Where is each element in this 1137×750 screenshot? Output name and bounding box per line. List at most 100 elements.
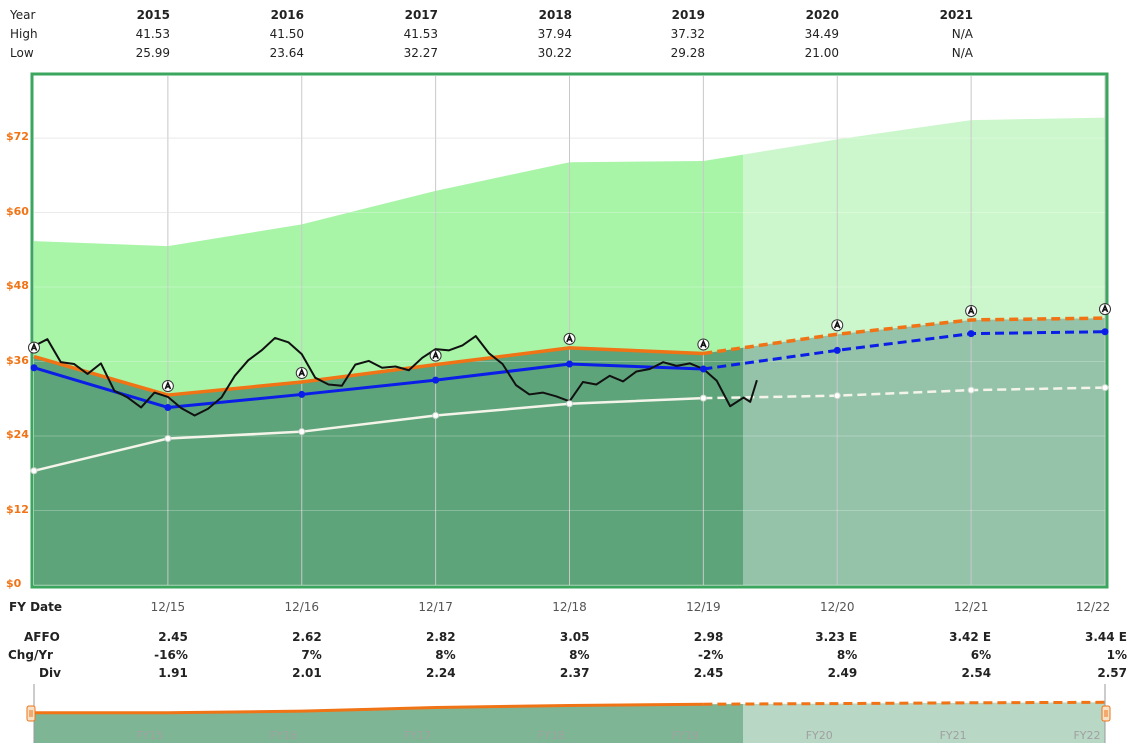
orange-marker bbox=[161, 380, 174, 393]
high-value: N/A bbox=[951, 27, 973, 41]
div-value: 2.24 bbox=[426, 666, 456, 680]
orange-marker bbox=[295, 367, 308, 380]
blue-point bbox=[967, 330, 975, 338]
mini-line bbox=[34, 702, 704, 715]
high-value: 37.94 bbox=[537, 27, 572, 41]
div-value: 2.54 bbox=[961, 666, 992, 680]
year-2018: 2018 bbox=[538, 8, 572, 22]
year-2016: 2016 bbox=[270, 8, 304, 22]
mini-label: FY18 bbox=[538, 729, 565, 742]
affo-value: 2.62 bbox=[292, 630, 322, 644]
blue-point bbox=[30, 364, 38, 372]
low-value: 29.28 bbox=[670, 46, 705, 60]
chg-value: -16% bbox=[154, 648, 188, 662]
fy-date-label: FY Date bbox=[9, 600, 62, 614]
affo-label: AFFO bbox=[24, 630, 60, 644]
mini-label: FY20 bbox=[806, 729, 833, 742]
year-2020: 2020 bbox=[805, 8, 839, 22]
low-value: 25.99 bbox=[135, 46, 170, 60]
orange-marker bbox=[28, 341, 40, 354]
orange-marker bbox=[831, 319, 844, 332]
orange-marker bbox=[563, 332, 576, 345]
chg-value: 8% bbox=[435, 648, 456, 662]
x-tick-label: 12/19 bbox=[686, 600, 721, 614]
y-tick-label: $36 bbox=[6, 353, 29, 367]
high-label: High bbox=[10, 27, 38, 41]
y-tick-label: $24 bbox=[6, 428, 29, 442]
mini-label: FY21 bbox=[940, 729, 967, 742]
year-label: Year bbox=[10, 8, 36, 22]
div-value: 2.57 bbox=[1097, 666, 1127, 680]
dividend-point bbox=[298, 428, 306, 436]
affo-value: 3.05 bbox=[559, 630, 590, 644]
year-2017: 2017 bbox=[404, 8, 438, 22]
y-tick-label: $0 bbox=[6, 577, 22, 590]
year-2021: 2021 bbox=[939, 8, 973, 22]
mini-label: FY17 bbox=[404, 729, 431, 742]
orange-marker bbox=[429, 349, 442, 362]
blue-point bbox=[432, 376, 440, 384]
affo-value: 2.82 bbox=[426, 630, 456, 644]
affo-value: 3.42 E bbox=[949, 630, 992, 644]
chg-label: Chg/Yr bbox=[8, 648, 53, 662]
high-value: 34.49 bbox=[804, 27, 839, 41]
dividend-point bbox=[164, 435, 172, 443]
dividend-line-estimate bbox=[703, 386, 1106, 400]
mini-forecast-shade bbox=[743, 680, 1105, 743]
blue-point bbox=[699, 365, 707, 373]
x-tick-label: 12/17 bbox=[418, 600, 453, 614]
div-label: Div bbox=[39, 666, 61, 680]
x-tick-label: 12/18 bbox=[552, 600, 587, 614]
affo-value: 2.45 bbox=[158, 630, 188, 644]
navigator-left-handle[interactable] bbox=[26, 705, 36, 722]
navigator-right-handle[interactable] bbox=[1101, 705, 1111, 722]
chg-value: 1% bbox=[1106, 648, 1127, 662]
blue-point bbox=[298, 390, 306, 398]
dividend-point bbox=[566, 400, 573, 408]
year-2015: 2015 bbox=[136, 8, 170, 22]
chg-value: 6% bbox=[970, 648, 992, 662]
chg-value: 7% bbox=[301, 648, 322, 662]
mini-label: FY19 bbox=[672, 729, 699, 742]
blue-point bbox=[1101, 328, 1109, 336]
y-tick-label: $12 bbox=[6, 502, 29, 516]
dividend-line bbox=[33, 396, 704, 473]
y-tick-label: $72 bbox=[6, 130, 29, 144]
dividend-point bbox=[1101, 384, 1109, 392]
x-tick-label: 12/20 bbox=[819, 600, 855, 614]
price-line bbox=[33, 335, 758, 417]
mini-label: FY15 bbox=[136, 729, 163, 742]
affo-value: 3.23 E bbox=[815, 630, 858, 644]
x-tick-label: 12/21 bbox=[953, 600, 989, 614]
chg-value: 8% bbox=[569, 648, 590, 662]
low-value: 23.64 bbox=[269, 46, 304, 60]
orange-line-estimate bbox=[703, 316, 1106, 356]
orange-marker bbox=[1099, 303, 1111, 316]
div-value: 1.91 bbox=[158, 666, 188, 680]
orange-marker bbox=[697, 338, 710, 351]
blue-line-estimate bbox=[703, 330, 1106, 371]
mini-line-estimate bbox=[703, 700, 1106, 706]
blue-point bbox=[566, 360, 573, 368]
y-tick-label: $60 bbox=[6, 204, 29, 218]
y-tick-label: $48 bbox=[6, 279, 29, 293]
blue-point bbox=[833, 346, 841, 354]
x-tick-label: 12/15 bbox=[150, 600, 186, 614]
low-value: 21.00 bbox=[804, 46, 839, 60]
affo-value: 3.44 E bbox=[1085, 630, 1127, 644]
orange-marker bbox=[965, 304, 978, 317]
dividend-point bbox=[30, 467, 38, 475]
dividend-point bbox=[432, 412, 440, 420]
value-forecast-area bbox=[743, 318, 1105, 585]
x-tick-label: 12/16 bbox=[284, 600, 320, 614]
year-2019: 2019 bbox=[671, 8, 705, 22]
dividend-point bbox=[699, 394, 707, 402]
blue-point bbox=[164, 403, 172, 411]
low-label: Low bbox=[10, 46, 34, 60]
high-value: 37.32 bbox=[670, 27, 705, 41]
orange-line bbox=[33, 346, 704, 397]
affo-value: 2.98 bbox=[693, 630, 724, 644]
div-value: 2.49 bbox=[827, 666, 858, 680]
low-value: 32.27 bbox=[403, 46, 438, 60]
